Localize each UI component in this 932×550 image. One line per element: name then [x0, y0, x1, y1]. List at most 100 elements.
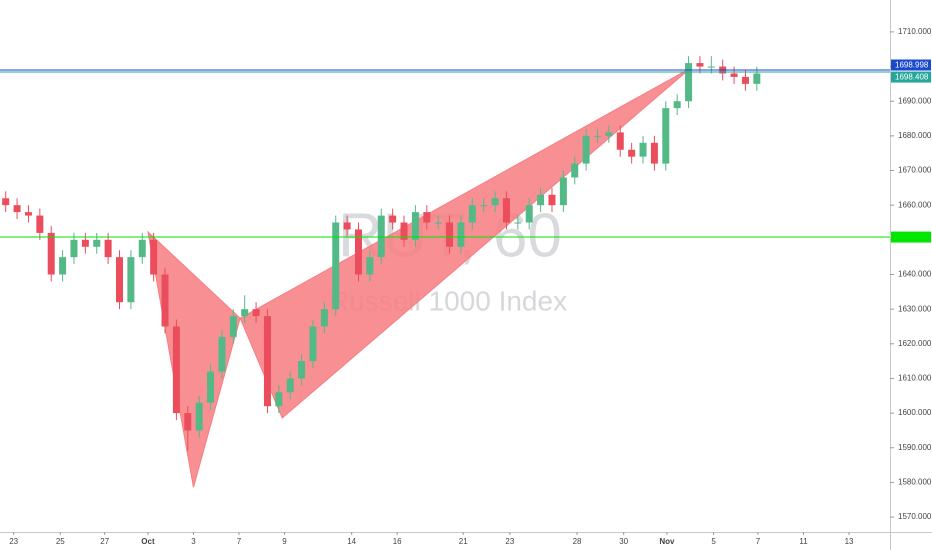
candle-body: [628, 149, 636, 157]
x-tick-label: 23: [505, 537, 514, 546]
y-tick-label: 1620.000: [898, 339, 932, 348]
candle-body: [400, 222, 408, 240]
x-tick-label: 21: [459, 537, 468, 546]
candle-body: [127, 257, 135, 303]
pattern-triangle: [147, 230, 241, 488]
candle-body: [195, 402, 203, 431]
candle-body: [502, 198, 510, 223]
candle-body: [594, 135, 602, 137]
candle-body: [218, 336, 226, 372]
candle-body: [753, 73, 761, 84]
x-tick-label: 3: [191, 537, 196, 546]
x-tick-label: 23: [9, 537, 18, 546]
candle-body: [229, 316, 237, 337]
y-tick-label: 1710.000: [898, 27, 932, 36]
candle-body: [70, 239, 78, 258]
candle-body: [707, 66, 715, 68]
candle-body: [457, 222, 465, 247]
x-tick-label: 13: [845, 537, 854, 546]
candle-body: [423, 212, 431, 223]
candle-body: [24, 212, 32, 216]
candle-body: [548, 194, 556, 206]
candle-body: [468, 205, 476, 223]
candle-body: [241, 309, 249, 317]
y-tick-label: 1570.000: [898, 512, 932, 521]
y-tick-label: 1640.000: [898, 270, 932, 279]
candle-body: [184, 413, 192, 431]
candle-body: [366, 257, 374, 275]
x-tick-label: 14: [347, 537, 356, 546]
y-tick-label: 1610.000: [898, 374, 932, 383]
x-tick-label: 5: [711, 537, 716, 546]
y-tick-label: 1630.000: [898, 304, 932, 313]
candle-body: [514, 222, 522, 224]
candle-body: [605, 132, 613, 136]
candle-body: [275, 392, 283, 407]
pattern-triangle: [239, 67, 692, 419]
candle-body: [309, 326, 317, 362]
y-tick-label: 1670.000: [898, 166, 932, 175]
price-label-box: [891, 59, 931, 71]
candle-body: [150, 239, 158, 275]
price-label: 1698.998: [895, 61, 929, 70]
candle-body: [104, 239, 112, 258]
y-tick-label: 1600.000: [898, 408, 932, 417]
candle-body: [138, 239, 146, 258]
x-tick-label: 9: [282, 537, 287, 546]
candle-body: [172, 326, 180, 414]
candle-body: [343, 222, 351, 230]
candle-body: [537, 194, 545, 206]
candle-body: [36, 215, 44, 233]
x-tick-label: 16: [393, 537, 402, 546]
candle-body: [93, 239, 101, 247]
x-tick-label: Oct: [141, 537, 155, 546]
candle-body: [286, 378, 294, 393]
x-tick-label: 30: [619, 537, 628, 546]
y-tick-label: 1690.000: [898, 96, 932, 105]
x-tick-label: 11: [799, 537, 808, 546]
candle-body: [650, 142, 658, 164]
candle-body: [480, 205, 488, 207]
candle-body: [377, 215, 385, 258]
price-label-box: [891, 231, 931, 243]
candle-body: [662, 108, 670, 164]
candle-body: [2, 198, 10, 206]
candle-body: [685, 63, 693, 102]
candle-body: [298, 361, 306, 379]
y-tick-label: 1590.000: [898, 443, 932, 452]
y-tick-label: 1660.000: [898, 200, 932, 209]
candle-body: [252, 309, 260, 317]
candle-body: [116, 257, 124, 303]
candle-body: [355, 229, 363, 275]
candle-body: [559, 177, 567, 206]
candle-body: [571, 163, 579, 178]
candle-body: [434, 222, 442, 224]
candle-body: [696, 63, 704, 67]
candle-body: [161, 274, 169, 327]
x-tick-label: 7: [237, 537, 242, 546]
candle-body: [446, 222, 454, 247]
candle-body: [389, 215, 397, 223]
candle-body: [741, 76, 749, 84]
x-tick-label: Nov: [659, 537, 675, 546]
candle-body: [81, 239, 89, 247]
candle-body: [47, 232, 55, 275]
candle-body: [639, 142, 647, 157]
candle-body: [673, 101, 681, 109]
candle-body: [320, 309, 328, 327]
candle-body: [207, 371, 215, 403]
candle-body: [582, 135, 590, 164]
candle-body: [332, 222, 340, 310]
price-label: 1698.408: [895, 73, 929, 82]
candle-body: [263, 316, 271, 407]
x-tick-label: 25: [56, 537, 65, 546]
x-tick-label: 27: [100, 537, 109, 546]
candle-body: [411, 212, 419, 240]
candle-body: [13, 205, 21, 213]
candle-body: [491, 198, 499, 206]
price-label-box: [891, 71, 931, 83]
x-tick-label: 28: [573, 537, 582, 546]
y-tick-label: 1680.000: [898, 131, 932, 140]
